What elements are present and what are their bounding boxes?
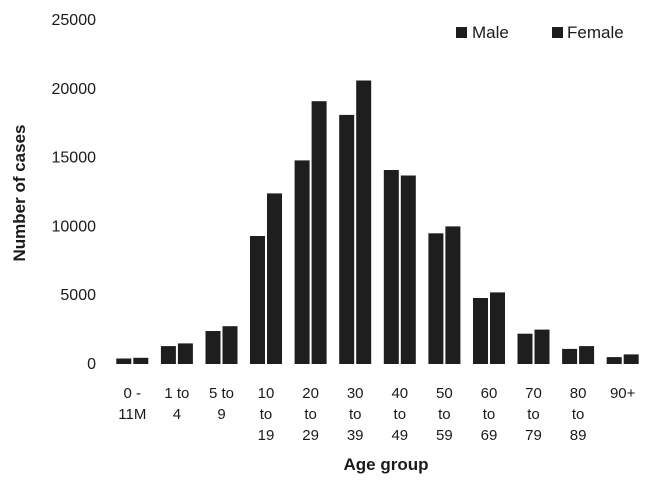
x-tick-line: 11M (118, 406, 146, 423)
bar-female-8 (490, 292, 505, 364)
legend-label-male: Male (472, 23, 509, 42)
x-tick-label: 1 to 4 (164, 385, 189, 423)
x-tick-line: to (483, 406, 496, 423)
bar-male-11 (606, 357, 622, 364)
x-tick-line: to (260, 406, 273, 423)
x-tick-line: 30 (347, 385, 364, 402)
x-tick-label: 70 to 79 (525, 385, 542, 444)
x-tick-line: to (438, 406, 451, 423)
x-tick-line: 9 (217, 406, 225, 423)
bar-female-4 (311, 101, 327, 364)
bar-female-6 (400, 175, 416, 364)
bar-male-2 (205, 331, 221, 364)
x-tick-label: 80 to 89 (570, 385, 587, 444)
y-tick-label: 25000 (52, 12, 97, 29)
bar-male-3 (250, 236, 265, 364)
bar-female-0 (133, 357, 149, 364)
x-tick-label: 50 to 59 (436, 385, 453, 444)
x-tick-line: to (349, 406, 362, 423)
x-tick-label: 40 to 49 (391, 385, 408, 444)
bar-male-8 (473, 298, 488, 364)
x-tick-line: 79 (525, 427, 542, 444)
y-tick-label: 15000 (52, 150, 97, 167)
x-tick-line: 49 (391, 427, 408, 444)
bar-male-1 (160, 346, 176, 364)
y-axis-ticks: 0 5000 10000 15000 20000 25000 (52, 12, 97, 373)
x-tick-label: 20 to 29 (302, 385, 319, 444)
bar-female-1 (177, 343, 193, 364)
x-tick-line: 4 (173, 406, 181, 423)
bar-female-11 (623, 354, 639, 364)
bar-male-10 (562, 348, 578, 364)
x-tick-label: 0 -11M (118, 385, 146, 423)
x-tick-line: 40 (391, 385, 408, 402)
x-tick-line: to (394, 406, 407, 423)
x-tick-line: to (527, 406, 540, 423)
x-tick-line: 80 (570, 385, 587, 402)
bar-female-5 (356, 80, 372, 364)
y-tick-label: 10000 (52, 218, 97, 235)
x-tick-line: to (304, 406, 317, 423)
bar-male-5 (339, 114, 355, 365)
bar-male-0 (116, 358, 132, 364)
x-tick-label: 60 to 69 (481, 385, 498, 444)
legend-swatch-male (456, 27, 467, 38)
x-tick-label: 90+ (610, 385, 636, 402)
x-tick-line: 19 (258, 427, 275, 444)
bar-female-7 (445, 226, 461, 364)
bar-female-3 (267, 193, 282, 364)
x-tick-line: to (572, 406, 585, 423)
x-tick-line: 90+ (610, 385, 636, 402)
x-axis-title: Age group (344, 455, 429, 474)
y-tick-label: 5000 (60, 287, 96, 304)
x-tick-label: 10 to 19 (258, 385, 275, 444)
x-tick-line: 70 (525, 385, 542, 402)
x-tick-line: 89 (570, 427, 587, 444)
x-tick-line: 5 to (209, 385, 234, 402)
x-tick-line: 10 (258, 385, 275, 402)
x-tick-line: 20 (302, 385, 319, 402)
x-tick-label: 5 to 9 (209, 385, 234, 423)
x-tick-line: 69 (481, 427, 498, 444)
y-tick-label: 20000 (52, 81, 97, 98)
y-axis-title: Number of cases (10, 125, 29, 262)
x-tick-label: 30 to 39 (347, 385, 364, 444)
legend-label-female: Female (567, 23, 624, 42)
x-tick-line: 60 (481, 385, 498, 402)
x-tick-line: 50 (436, 385, 453, 402)
bar-male-7 (428, 233, 444, 364)
x-tick-line: 1 to (164, 385, 189, 402)
x-tick-line: 0 - (124, 385, 142, 402)
legend-swatch-female (552, 27, 563, 38)
bar-male-6 (383, 170, 399, 364)
bar-male-9 (517, 333, 533, 364)
bar-female-2 (222, 326, 238, 364)
bar-male-4 (294, 160, 310, 364)
legend: Male Female (456, 23, 624, 42)
x-tick-line: 29 (302, 427, 319, 444)
bar-female-10 (579, 346, 595, 364)
x-tick-line: 39 (347, 427, 364, 444)
bar-female-9 (534, 329, 550, 364)
bars (116, 80, 639, 365)
y-tick-label: 0 (87, 356, 96, 373)
x-tick-line: 59 (436, 427, 453, 444)
